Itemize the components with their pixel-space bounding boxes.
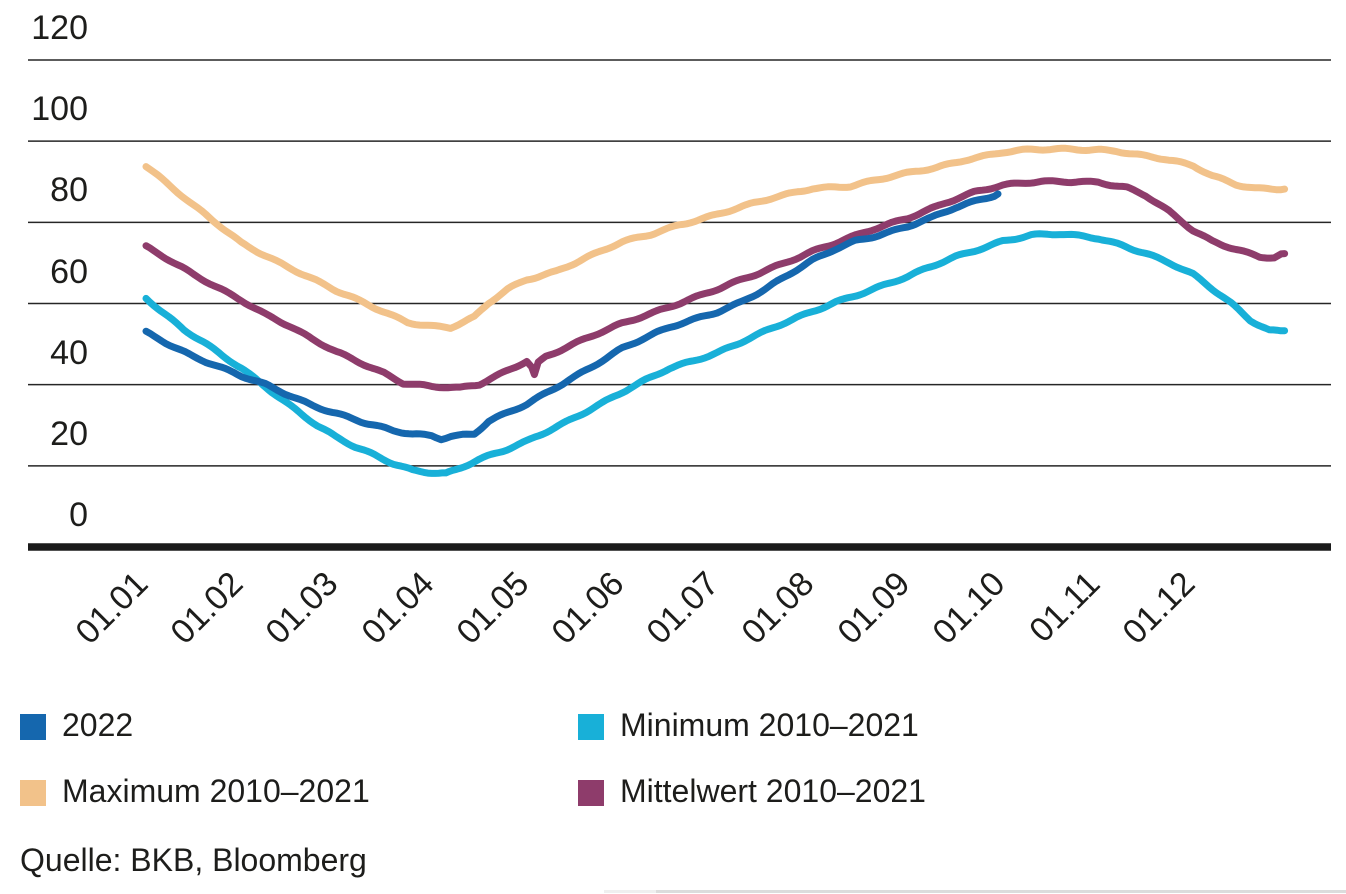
- legend-label: 2022: [62, 707, 134, 743]
- bottom-divider-tail: [604, 890, 656, 893]
- series-line-maximum-2010-2021: [142, 144, 1289, 332]
- source-caption: Quelle: BKB, Bloomberg: [20, 842, 367, 878]
- y-axis-tick-label: 80: [50, 171, 88, 210]
- y-axis-tick-label: 0: [69, 496, 88, 534]
- legend-swatch-icon: [578, 714, 604, 740]
- y-axis-tick-label: 20: [50, 414, 88, 453]
- legend-swatch-icon: [20, 714, 46, 740]
- y-axis-tick-label: 100: [31, 90, 88, 129]
- bottom-divider: [656, 890, 1346, 893]
- y-axis-tick-label: 40: [50, 333, 88, 372]
- legend-label: Mittelwert 2010–2021: [620, 773, 926, 809]
- legend-swatch-icon: [578, 780, 604, 806]
- legend-label: Maximum 2010–2021: [62, 773, 370, 809]
- series-line-minimum-2010-2021: [142, 230, 1289, 477]
- y-axis-tick-label: 60: [50, 252, 88, 291]
- series-line-mittelwert-2010-2021: [142, 177, 1289, 392]
- y-axis-tick-label: 120: [31, 9, 88, 47]
- legend-swatch-icon: [20, 780, 46, 806]
- legend-label: Minimum 2010–2021: [620, 707, 919, 743]
- series-line-2022: [142, 190, 1002, 444]
